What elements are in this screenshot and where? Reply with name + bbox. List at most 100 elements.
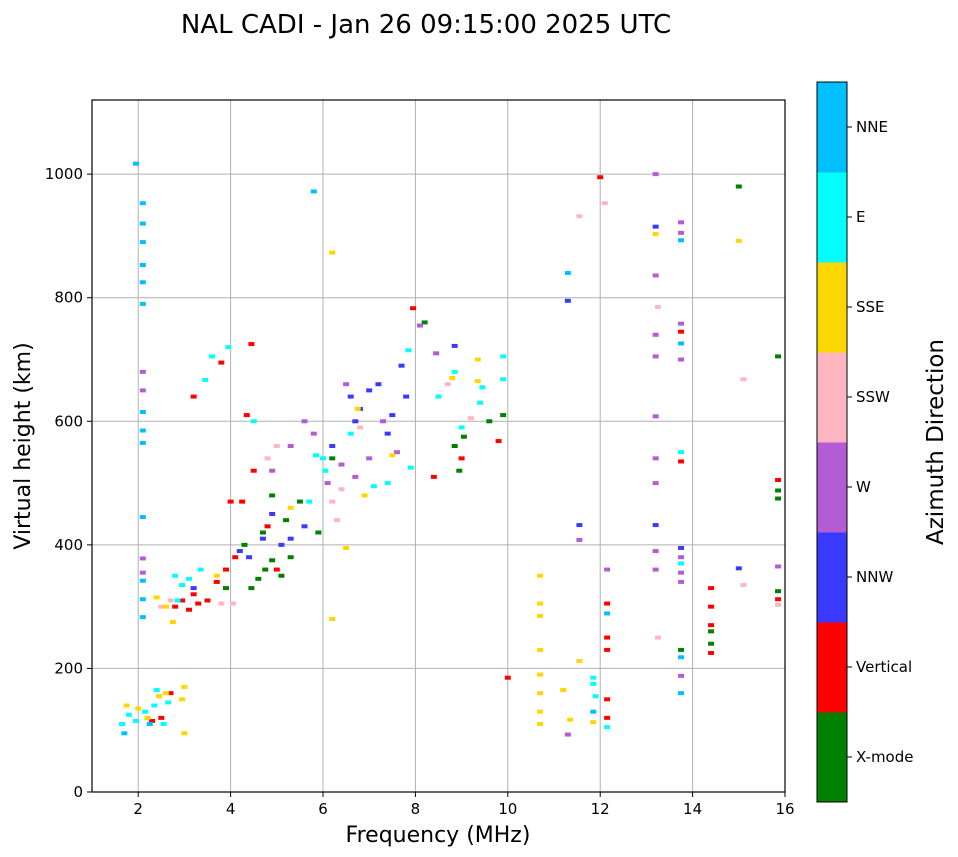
series-vertical [149,175,782,723]
echo-point [329,499,336,504]
colorbar-segment [817,352,847,443]
echo-point [592,694,599,699]
echo-point [652,354,659,359]
echo-point [652,567,659,572]
echo-point [652,523,659,528]
echo-point [654,635,661,640]
echo-point [146,722,153,727]
echo-point [167,598,174,603]
echo-point [456,468,463,473]
echo-point [301,419,308,424]
echo-point [329,250,336,255]
echo-point [678,357,685,362]
echo-point [209,354,216,359]
echo-point [139,440,146,445]
echo-point [708,629,715,634]
echo-point [678,570,685,575]
echo-point [604,567,611,572]
series-sse [123,232,742,736]
echo-point [433,351,440,356]
echo-point [139,280,146,285]
echo-point [410,306,417,311]
echo-point [504,675,511,680]
echo-point [197,567,204,572]
echo-point [451,369,458,374]
echo-point [139,410,146,415]
echo-point [264,524,271,529]
echo-point [139,597,146,602]
echo-point [139,556,146,561]
echo-point [153,595,160,600]
echo-point [652,414,659,419]
echo-point [139,570,146,575]
colorbar-tick-label: NNE [856,118,888,136]
echo-point [139,301,146,306]
echo-point [361,493,368,498]
series-nne [121,161,685,736]
echo-point [467,416,474,421]
plot-background [92,100,785,792]
echo-point [537,672,544,677]
echo-point [172,604,179,609]
echo-point [604,635,611,640]
echo-point [296,499,303,504]
colorbar-segment [817,712,847,803]
echo-point [393,450,400,455]
echo-point [132,718,139,723]
echo-point [213,579,220,584]
echo-marks [119,161,782,737]
echo-point [162,691,169,696]
echo-point [678,329,685,334]
series-w [139,172,782,737]
echo-point [654,304,661,309]
echo-point [287,444,294,448]
echo-point [287,505,294,510]
echo-point [322,468,329,473]
echo-point [775,564,782,569]
y-tick-label: 600 [54,412,83,430]
echo-point [740,583,747,588]
echo-point [241,542,248,547]
echo-point [139,201,146,206]
echo-point [460,434,467,439]
echo-point [222,567,229,572]
echo-point [262,567,269,572]
echo-point [343,382,350,387]
echo-point [537,573,544,578]
echo-point [370,484,377,489]
echo-point [179,583,186,588]
echo-point [229,601,236,606]
echo-point [139,578,146,583]
echo-point [775,477,782,482]
echo-point [537,709,544,714]
echo-point [537,601,544,606]
echo-point [158,715,165,720]
echo-point [347,431,354,436]
echo-point [225,345,232,350]
echo-point [590,675,597,680]
y-tick-label: 200 [54,659,83,677]
echo-point [179,697,186,702]
echo-point [227,499,234,504]
echo-point [430,474,437,479]
x-axis-ticks: 2 4 6 8 10 12 14 16 [133,792,795,818]
echo-point [139,262,146,267]
echo-point [495,439,502,444]
echo-point [190,394,197,399]
echo-point [537,647,544,652]
echo-point [590,709,597,714]
grid-lines [92,100,785,792]
echo-point [604,647,611,652]
echo-point [155,694,162,699]
echo-point [283,518,290,523]
echo-point [775,488,782,493]
y-axis-ticks: 0 200 400 600 800 1000 [45,165,92,801]
echo-point [775,496,782,501]
echo-point [239,499,246,504]
echo-point [407,465,414,470]
echo-point [333,518,340,523]
echo-point [652,549,659,554]
colorbar-segment [817,172,847,263]
echo-point [139,428,146,433]
echo-point [190,586,197,591]
